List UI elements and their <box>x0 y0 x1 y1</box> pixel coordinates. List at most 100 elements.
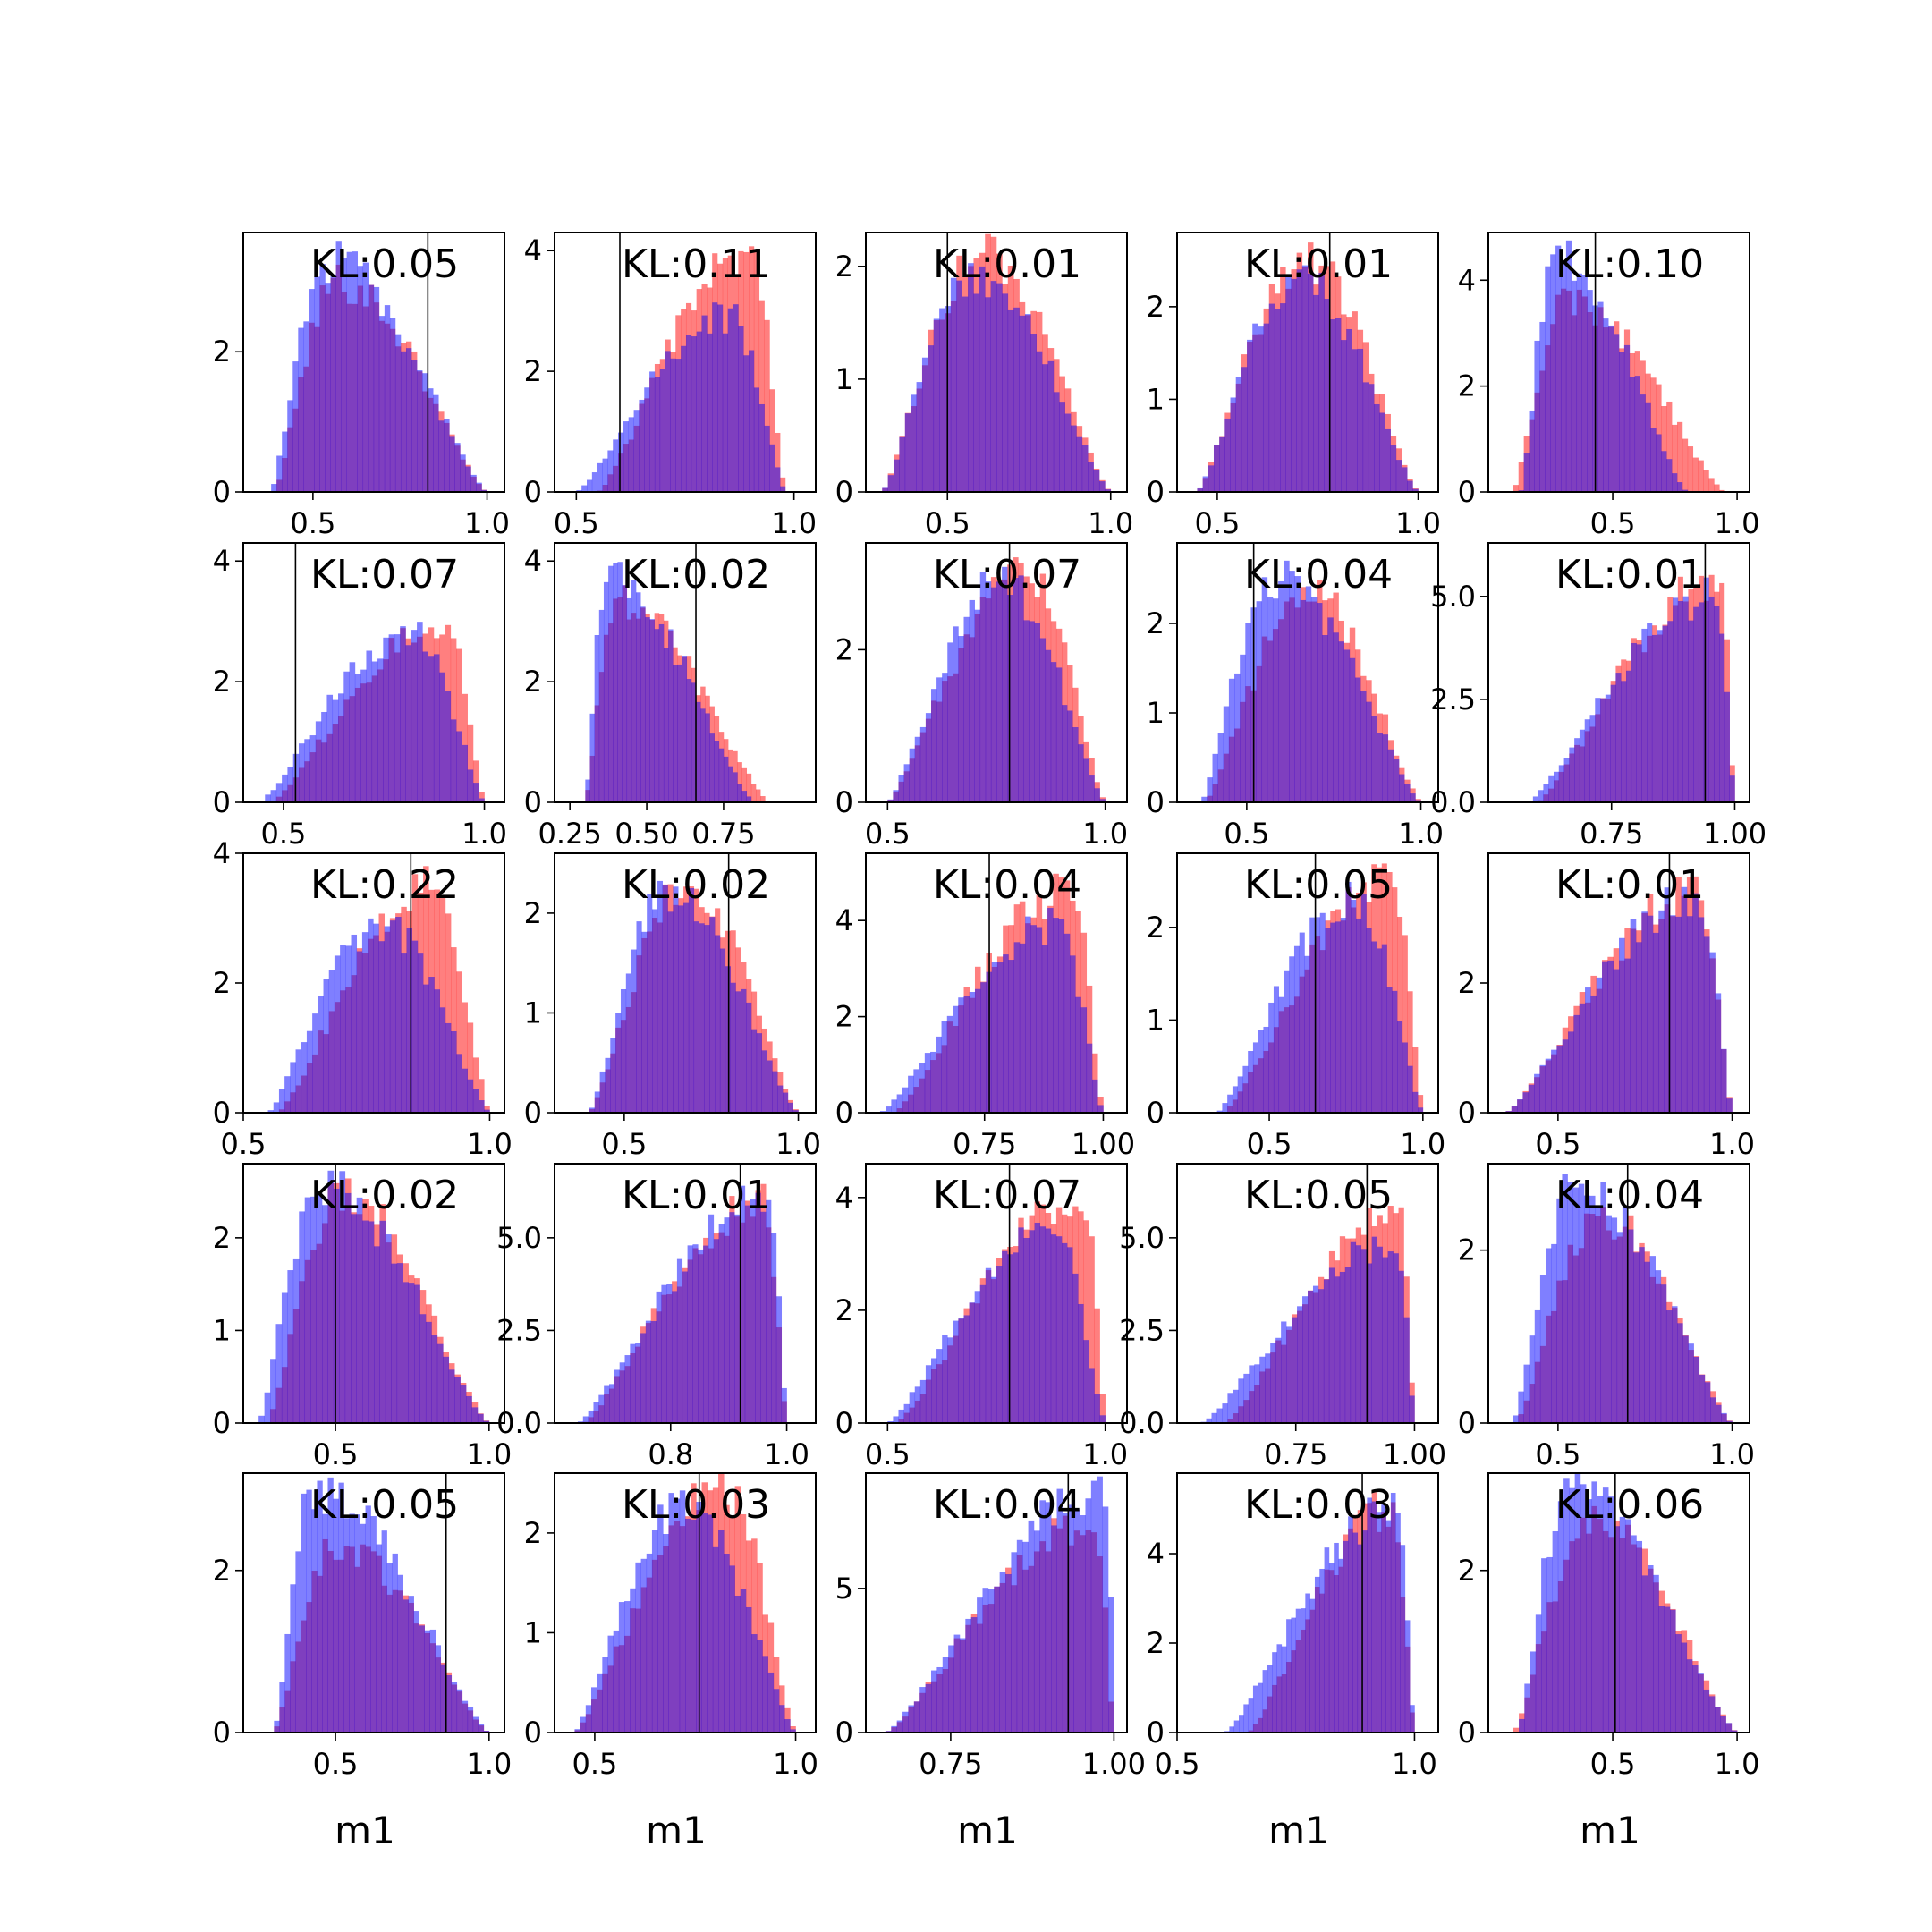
y-tick-label: 0 <box>1458 1406 1476 1440</box>
y-tick-label: 2 <box>835 1293 853 1327</box>
y-tick-label: 5.0 <box>1119 1221 1165 1255</box>
blue-bar <box>649 371 656 492</box>
blue-bar <box>323 979 330 1113</box>
blue-bar <box>734 1214 741 1423</box>
blue-bar <box>1300 599 1307 802</box>
blue-bar <box>1562 1039 1569 1113</box>
blue-bar <box>587 479 593 492</box>
blue-bar <box>1256 601 1263 802</box>
blue-bar <box>691 682 697 802</box>
blue-bar <box>739 1185 746 1423</box>
blue-bar <box>1083 758 1089 802</box>
blue-bar <box>1064 413 1072 492</box>
blue-bar <box>1011 1552 1018 1733</box>
blue-bar <box>1614 1526 1620 1733</box>
blue-bar <box>448 1369 455 1423</box>
kl-label: KL:0.01 <box>1555 552 1704 597</box>
blue-bar <box>635 1562 641 1733</box>
y-tick-label: 1 <box>1147 696 1165 730</box>
blue-bar <box>1097 1476 1103 1733</box>
blue-bar <box>602 458 608 492</box>
blue-bar <box>1662 625 1668 802</box>
blue-bar <box>1403 1317 1410 1423</box>
blue-bar <box>1335 921 1342 1113</box>
y-tick-label: 4 <box>213 544 231 578</box>
blue-bar <box>650 1321 657 1423</box>
blue-bar <box>692 1244 699 1423</box>
blue-bar <box>1263 323 1270 492</box>
blue-bar <box>1647 1564 1654 1733</box>
blue-bar <box>603 581 609 802</box>
blue-bar <box>640 606 646 802</box>
blue-bar <box>1030 925 1037 1113</box>
blue-bar <box>1325 928 1331 1113</box>
blue-bar <box>265 794 271 802</box>
x-tick-label: 1.00 <box>1082 1747 1146 1781</box>
subplot-1-3: 0.5 1.0 0 1 2 KL:0.01 <box>835 232 1133 540</box>
blue-bar <box>1045 1228 1052 1423</box>
bars-group <box>574 1473 796 1733</box>
blue-bar <box>1651 634 1657 802</box>
subplot-4-2: 0.8 1.0 0.0 2.5 5.0 KL:0.01 <box>496 1163 817 1471</box>
blue-bar <box>1356 918 1362 1113</box>
blue-bar <box>646 1553 653 1733</box>
blue-bar <box>1657 630 1663 802</box>
blue-bar <box>783 1092 789 1113</box>
blue-bar <box>333 1188 340 1423</box>
blue-bar <box>454 443 461 492</box>
blue-bar <box>909 1392 916 1423</box>
blue-bar <box>1227 1393 1233 1423</box>
subplot-2-5: 0.75 1.00 0.0 2.5 5.0 KL:0.01 <box>1430 542 1767 851</box>
blue-bar <box>936 1666 944 1733</box>
blue-bar <box>1655 1270 1662 1423</box>
blue-bar <box>1296 269 1303 492</box>
blue-bar <box>1569 747 1575 802</box>
blue-bar <box>1085 1498 1092 1733</box>
y-tick-label: 0 <box>835 1406 853 1440</box>
blue-bar <box>1574 1473 1581 1733</box>
blue-bar <box>343 671 350 802</box>
blue-bar <box>371 661 378 802</box>
blue-bar <box>921 357 928 492</box>
blue-bar <box>994 1586 1000 1733</box>
blue-bar <box>1686 916 1693 1113</box>
blue-bar <box>1538 790 1544 802</box>
blue-bar <box>641 931 648 1113</box>
blue-bar <box>654 629 660 802</box>
red-bar <box>1666 401 1673 492</box>
blue-bar <box>701 315 708 492</box>
blue-bar <box>931 1358 937 1423</box>
blue-bar <box>1243 1704 1249 1733</box>
blue-bar <box>683 902 690 1113</box>
blue-bar <box>1636 644 1642 802</box>
blue-bar <box>270 790 277 802</box>
blue-bar <box>761 1050 767 1113</box>
blue-bar <box>1641 628 1648 802</box>
blue-bar <box>636 592 641 802</box>
y-tick-label: 1 <box>524 1615 542 1649</box>
blue-bar <box>767 1672 775 1733</box>
red-bar <box>1698 460 1704 492</box>
blue-bar <box>750 1199 756 1423</box>
y-tick-label: 2 <box>835 632 853 666</box>
blue-bar <box>942 673 948 802</box>
blue-bar <box>422 373 428 492</box>
y-tick-label: 0.0 <box>496 1406 542 1440</box>
blue-bar <box>914 736 921 802</box>
blue-bar <box>1579 1003 1586 1113</box>
subplot-3-4: 0.5 1.0 0 1 2 KL:0.05 <box>1147 852 1445 1161</box>
blue-bar <box>647 894 653 1113</box>
bars-group <box>879 873 1104 1113</box>
blue-bar <box>406 348 412 492</box>
x-tick-label: 1.0 <box>1398 817 1444 851</box>
blue-bar <box>312 1013 318 1113</box>
x-tick-label: 0.5 <box>313 1437 359 1471</box>
blue-bar <box>1688 1343 1694 1423</box>
blue-bar <box>709 733 715 802</box>
blue-bar <box>444 419 450 492</box>
blue-bar <box>974 988 981 1113</box>
blue-bar <box>760 1211 767 1423</box>
blue-bar <box>724 966 731 1113</box>
blue-bar <box>1366 701 1372 802</box>
blue-bar <box>1412 488 1419 492</box>
